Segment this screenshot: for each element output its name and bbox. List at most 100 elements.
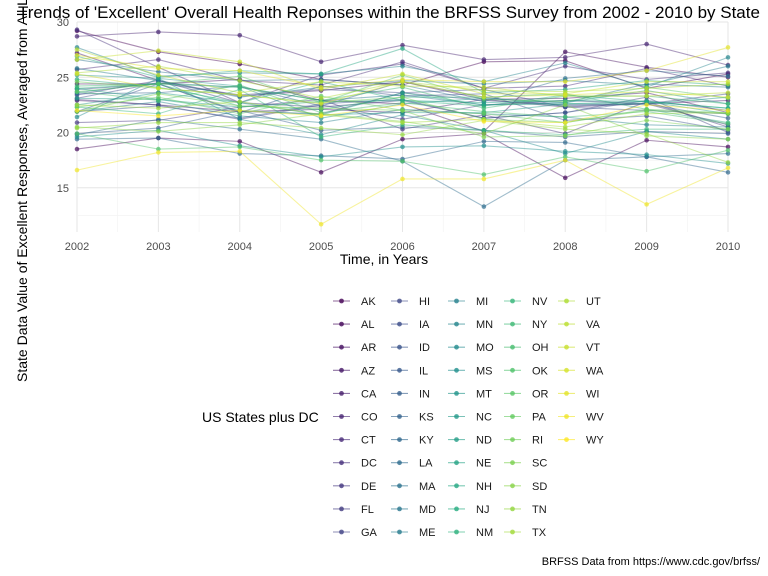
data-point bbox=[237, 139, 243, 144]
data-point bbox=[400, 71, 405, 77]
legend-label: AL bbox=[361, 319, 374, 331]
data-point bbox=[725, 160, 731, 165]
data-point bbox=[481, 94, 487, 100]
data-point bbox=[481, 105, 487, 111]
legend-item-ri: RI bbox=[504, 435, 543, 447]
data-point bbox=[74, 125, 80, 131]
legend-item-ar: AR bbox=[333, 342, 376, 354]
x-tick-label: 2005 bbox=[309, 241, 333, 253]
data-point bbox=[562, 55, 568, 60]
data-point bbox=[156, 116, 161, 122]
data-point bbox=[400, 42, 405, 48]
legend-label: FL bbox=[361, 504, 374, 516]
data-point bbox=[318, 157, 324, 163]
legend-item-mn: MN bbox=[448, 319, 493, 331]
legend-item-nm: NM bbox=[448, 527, 493, 539]
data-point bbox=[562, 63, 568, 69]
legend-label: ME bbox=[419, 527, 436, 539]
legend-item-hi: HI bbox=[391, 296, 430, 308]
legend-label: KS bbox=[419, 412, 434, 424]
data-point bbox=[562, 157, 568, 163]
data-point bbox=[725, 45, 731, 50]
x-tick-label: 2008 bbox=[553, 241, 577, 253]
data-point bbox=[481, 91, 487, 97]
data-point bbox=[74, 71, 80, 77]
data-point bbox=[74, 134, 80, 140]
data-point bbox=[237, 68, 243, 73]
data-point bbox=[562, 79, 568, 84]
legend-item-me: ME bbox=[391, 527, 436, 539]
legend-label: WI bbox=[586, 388, 599, 400]
series-wy bbox=[74, 102, 731, 125]
data-point bbox=[318, 125, 324, 131]
data-point bbox=[644, 108, 649, 113]
data-point bbox=[156, 86, 161, 91]
legend-item-or: OR bbox=[504, 388, 549, 400]
data-point bbox=[237, 59, 243, 65]
data-point bbox=[400, 176, 405, 182]
legend-item-wy: WY bbox=[558, 435, 604, 447]
y-tick-label: 20 bbox=[57, 128, 69, 140]
data-point bbox=[644, 131, 649, 136]
legend-label: RI bbox=[532, 435, 543, 447]
legend-key-point bbox=[454, 414, 459, 419]
legend-label: TN bbox=[532, 504, 547, 516]
data-point bbox=[237, 78, 243, 83]
legend-key-point bbox=[339, 391, 344, 396]
data-point bbox=[156, 105, 161, 111]
data-point bbox=[156, 98, 161, 103]
data-point bbox=[318, 84, 324, 90]
data-point bbox=[400, 144, 405, 150]
legend-label: VT bbox=[586, 342, 600, 354]
legend-key-point bbox=[510, 344, 515, 350]
legend-item-ga: GA bbox=[333, 527, 378, 539]
data-point bbox=[400, 102, 405, 108]
data-point bbox=[562, 60, 568, 66]
legend-item-sc: SC bbox=[504, 458, 547, 470]
chart-title: Trends of 'Excellent' Overall Health Rep… bbox=[18, 3, 760, 22]
data-point bbox=[725, 55, 731, 60]
legend-item-il: IL bbox=[391, 365, 428, 377]
data-point bbox=[562, 92, 568, 98]
data-point bbox=[74, 108, 80, 113]
data-point bbox=[156, 72, 161, 78]
legend-item-nd: ND bbox=[448, 435, 492, 447]
legend-item-mo: MO bbox=[448, 342, 494, 354]
legend-label: OK bbox=[532, 365, 549, 377]
legend-key-point bbox=[397, 460, 402, 466]
legend-key-point bbox=[564, 414, 569, 419]
legend-key-point bbox=[510, 391, 515, 396]
legend-label: OR bbox=[532, 388, 549, 400]
legend-label: NE bbox=[476, 458, 491, 470]
data-point bbox=[156, 48, 161, 54]
legend-label: PA bbox=[532, 412, 547, 424]
data-point bbox=[562, 133, 568, 139]
legend-label: MS bbox=[476, 365, 493, 377]
data-point bbox=[400, 83, 405, 89]
data-point bbox=[562, 110, 568, 115]
legend-label: GA bbox=[361, 527, 378, 539]
legend-item-la: LA bbox=[391, 458, 433, 470]
data-point bbox=[74, 167, 80, 173]
data-point bbox=[156, 135, 161, 141]
data-point bbox=[318, 113, 324, 119]
data-point bbox=[644, 122, 649, 128]
data-point bbox=[237, 116, 243, 122]
data-point bbox=[74, 89, 80, 94]
data-point bbox=[725, 115, 731, 121]
data-point bbox=[562, 49, 568, 55]
legend-key-point bbox=[564, 367, 569, 373]
data-point bbox=[74, 57, 80, 62]
data-point bbox=[156, 81, 161, 87]
data-point bbox=[74, 102, 80, 108]
data-point bbox=[318, 170, 324, 175]
legend-item-oh: OH bbox=[504, 342, 549, 354]
legend-key-point bbox=[454, 321, 459, 327]
legend-label: MD bbox=[419, 504, 436, 516]
data-point bbox=[237, 108, 243, 113]
legend-label: DE bbox=[361, 481, 376, 493]
data-point bbox=[644, 202, 649, 207]
legend-key-point bbox=[564, 437, 569, 442]
data-point bbox=[725, 70, 731, 76]
data-point bbox=[644, 137, 649, 143]
